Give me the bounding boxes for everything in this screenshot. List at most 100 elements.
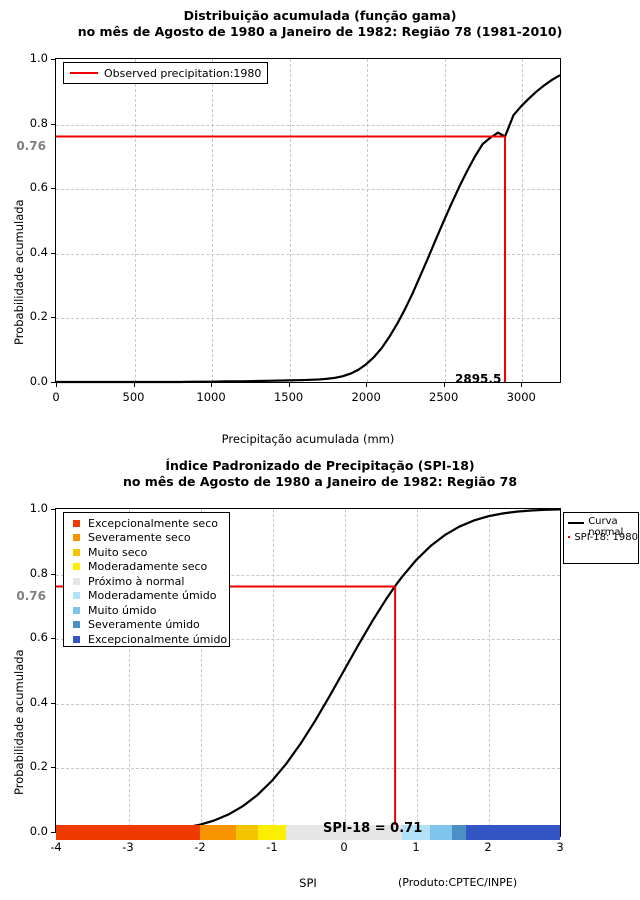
legend-item-label: Severamente seco — [88, 531, 191, 545]
color-swatch-icon — [73, 635, 80, 643]
x-tick-mark — [56, 382, 57, 387]
x-tick-label: -4 — [50, 840, 62, 854]
legend-item-label: Curva normal — [588, 516, 624, 538]
colorbar-segment — [430, 825, 452, 840]
chart2-title-line2: no mês de Agosto de 1980 a Janeiro de 19… — [122, 474, 518, 489]
red-line-swatch-icon — [568, 536, 571, 538]
page-title-top: Distribuição acumulada (função gama) no … — [0, 8, 640, 40]
y-tick-mark — [51, 638, 56, 639]
legend-spi-curves[interactable]: Curva normal SPI-18: 1980 — [563, 512, 639, 564]
legend-item-label: Muito úmido — [88, 603, 157, 617]
legend-item-label: Moderadamente úmido — [88, 589, 217, 603]
gridline-vertical — [488, 509, 490, 832]
legend-item: Severamente úmido — [64, 618, 229, 633]
y-tick-label: 0.8 — [29, 565, 48, 580]
gridline-horizontal — [56, 317, 560, 319]
legend-item: Excepcionalmente úmido — [64, 632, 229, 647]
plot-area-gamma — [55, 58, 561, 383]
legend-item: Severamente seco — [64, 531, 229, 546]
gridline-vertical — [211, 59, 213, 382]
x-tick-mark — [521, 382, 522, 387]
gridline-horizontal — [56, 703, 560, 705]
chart2-title-line1: Índice Padronizado de Precipitação (SPI-… — [165, 458, 475, 473]
legend-item: Muito úmido — [64, 603, 229, 618]
x-tick-label: 0 — [52, 390, 60, 404]
black-line-swatch-icon — [568, 522, 585, 524]
y-highlight-value-spi: 0.76 — [16, 589, 46, 603]
legend-observed-precipitation[interactable]: Observed precipitation:1980 — [63, 62, 268, 84]
gamma-curve-svg — [56, 74, 561, 384]
gridline-horizontal — [56, 188, 560, 190]
y-tick-mark — [51, 253, 56, 254]
y-tick-label: 1.0 — [29, 51, 48, 65]
gridline-horizontal — [56, 574, 560, 576]
gridline-vertical — [416, 509, 418, 832]
x-tick-mark — [134, 382, 135, 387]
legend-item-label: Próximo à normal — [88, 574, 185, 588]
spi-category-colorbar — [56, 825, 560, 840]
y-tick-mark — [51, 317, 56, 318]
y-tick-mark — [51, 703, 56, 704]
gridline-horizontal — [56, 124, 560, 126]
x-tick-label: -2 — [194, 840, 206, 854]
color-swatch-icon — [73, 621, 80, 629]
colorbar-segment — [200, 825, 236, 840]
y-tick-mark — [51, 59, 56, 60]
colorbar-segment — [236, 825, 258, 840]
legend-item-curva-normal: Curva normal — [564, 516, 638, 538]
legend-spi-categories[interactable]: Excepcionalmente seco Severamente seco Mui… — [63, 512, 230, 647]
y-tick-label: 0.2 — [29, 759, 48, 774]
x-tick-mark — [444, 382, 445, 387]
x-tick-label: 1 — [412, 840, 420, 854]
gridline-vertical — [272, 509, 274, 832]
legend-item: Observed precipitation:1980 — [64, 66, 261, 81]
annotation-precipitation-value: 2895.5 — [455, 372, 502, 386]
legend-item-label: Observed precipitation:1980 — [104, 66, 262, 80]
y-tick-label: 0.8 — [29, 115, 48, 130]
y-tick-label: 0.6 — [29, 630, 48, 645]
y-tick-mark — [51, 832, 56, 833]
colorbar-segment — [451, 825, 467, 840]
color-swatch-icon — [73, 548, 80, 556]
gridline-vertical — [128, 509, 130, 832]
page-title-bottom: Índice Padronizado de Precipitação (SPI-… — [0, 458, 640, 490]
y-axis-label-spi: Probabilidade acumulada — [12, 649, 26, 795]
legend-item-label: Excepcionalmente seco — [88, 516, 218, 530]
legend-item-spi-1980: SPI-18: 1980 — [564, 530, 638, 544]
gridline-horizontal — [56, 253, 560, 255]
x-tick-label: 500 — [122, 390, 145, 404]
legend-item: Excepcionalmente seco — [64, 516, 229, 531]
colorbar-segment — [466, 825, 560, 840]
colorbar-segment — [56, 825, 200, 840]
y-tick-label: 0.6 — [29, 180, 48, 195]
colorbar-segment — [401, 825, 431, 840]
x-tick-label: 0 — [340, 840, 348, 854]
gridline-vertical — [366, 59, 368, 382]
legend-item-label: Excepcionalmente úmido — [88, 632, 228, 646]
gamma-cdf-chart-panel: Distribuição acumulada (função gama) no … — [0, 8, 640, 446]
x-tick-mark — [366, 382, 367, 387]
y-tick-mark — [51, 124, 56, 125]
y-tick-label: 0.2 — [29, 309, 48, 324]
x-tick-label: 3 — [556, 840, 564, 854]
red-line-swatch-icon — [70, 72, 98, 74]
x-tick-label: -1 — [266, 840, 278, 854]
legend-item-label: Severamente úmido — [88, 618, 200, 632]
x-axis-label-gamma: Precipitação acumulada (mm) — [221, 432, 395, 446]
colorbar-segment — [257, 825, 287, 840]
x-axis-label-spi: SPI — [299, 876, 317, 890]
gridline-horizontal — [56, 638, 560, 640]
chart-title-line2: no mês de Agosto de 1980 a Janeiro de 19… — [77, 24, 563, 39]
gridline-vertical — [521, 59, 523, 382]
gridline-horizontal — [56, 767, 560, 769]
legend-item-label: Muito seco — [88, 545, 148, 559]
y-tick-mark — [51, 382, 56, 383]
annotation-spi-value: SPI-18 = 0.71 — [323, 821, 423, 836]
x-tick-label: -3 — [122, 840, 134, 854]
legend-item: Moderadamente úmido — [64, 589, 229, 604]
y-tick-mark — [51, 188, 56, 189]
y-tick-label: 0.4 — [29, 694, 48, 709]
y-tick-label: 0.4 — [29, 244, 48, 259]
color-swatch-icon — [73, 563, 80, 571]
product-credit: (Produto:CPTEC/INPE) — [398, 876, 518, 889]
